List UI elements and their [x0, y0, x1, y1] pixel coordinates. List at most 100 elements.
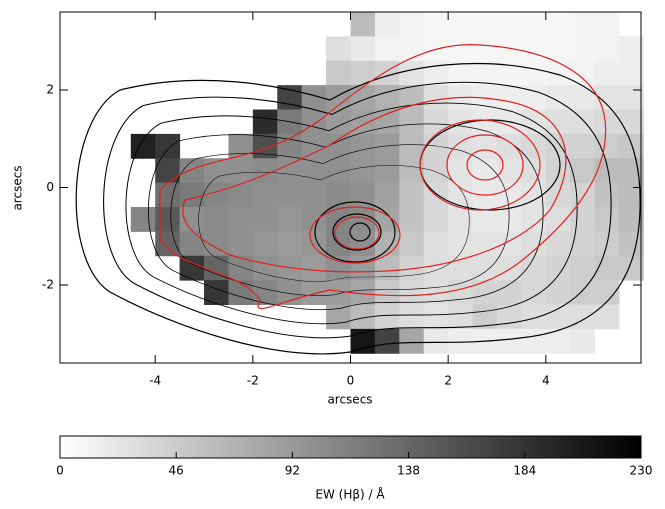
heatmap-cell [545, 60, 571, 86]
heatmap-cell [472, 36, 498, 62]
contour [314, 201, 396, 263]
heatmap-cell [179, 231, 205, 257]
x-tick-label: 4 [542, 374, 550, 388]
heatmap-cell [521, 60, 547, 86]
contour-red [182, 96, 567, 273]
contour-red [466, 149, 504, 181]
heatmap-cell [521, 36, 547, 62]
heatmap-cell [496, 207, 522, 232]
x-axis-label: arcsecs [327, 393, 372, 407]
y-tick-label: 0 [46, 180, 54, 194]
heatmap-cell [301, 207, 327, 232]
heatmap-cell [423, 207, 449, 232]
heatmap-cell [472, 109, 498, 135]
heatmap-cell [350, 231, 376, 257]
contour [148, 123, 544, 311]
heatmap-cell [179, 255, 205, 281]
heatmap-cell [496, 304, 522, 330]
heatmap-cell [155, 231, 181, 257]
heatmap-cell [448, 280, 474, 305]
x-tick-label: 2 [444, 374, 452, 388]
x-tick-label: -2 [247, 374, 259, 388]
heatmap-cell [570, 182, 596, 208]
heatmap-cell [594, 60, 620, 86]
heatmap-cell [252, 255, 278, 281]
heatmap-cell [619, 158, 644, 184]
heatmap-cell [277, 231, 303, 257]
heatmap-cell [155, 207, 181, 232]
contour-red [309, 206, 401, 264]
heatmap-cell [423, 12, 449, 37]
heatmap-cell [423, 328, 449, 354]
heatmap-cell [594, 133, 620, 159]
heatmap-cell [301, 182, 327, 208]
contour-red [446, 134, 524, 196]
heatmap-cell [301, 158, 327, 184]
heatmap-cell [155, 158, 181, 184]
heatmap-cell [570, 85, 596, 110]
colorbar-tick-label: 0 [56, 464, 64, 478]
heatmap-cell [594, 158, 620, 184]
heatmap-cell [619, 36, 644, 62]
heatmap-cell [301, 280, 327, 305]
heatmap-cell [399, 304, 425, 330]
heatmap-cell [448, 231, 474, 257]
heatmap-cell [570, 158, 596, 184]
colorbar [59, 435, 642, 459]
heatmap-cell [570, 280, 596, 305]
heatmap-cell [423, 231, 449, 257]
x-tick-label: 0 [347, 374, 355, 388]
heatmap-cell [496, 255, 522, 281]
heatmap-cell [399, 231, 425, 257]
contours [75, 44, 641, 355]
heatmap-cell [423, 255, 449, 281]
heatmap-cell [545, 255, 571, 281]
heatmap-cell [399, 133, 425, 159]
heatmap-cell [594, 304, 620, 330]
heatmap-cell [399, 60, 425, 86]
heatmap-cell [228, 158, 254, 184]
heatmap-cell [570, 231, 596, 257]
heatmap-cell [521, 304, 547, 330]
heatmap-cell [521, 328, 547, 354]
heatmap-cell [496, 328, 522, 354]
heatmap-cell [545, 280, 571, 305]
heatmap-cell [374, 328, 400, 354]
heatmap-cell [228, 231, 254, 257]
heatmap-cell [570, 255, 596, 281]
heatmap-cell [228, 133, 254, 159]
heatmap-cell [350, 182, 376, 208]
heatmap-cell [374, 280, 400, 305]
heatmap-cell [496, 85, 522, 110]
heatmap-cell [570, 12, 596, 37]
heatmap-cell [179, 158, 205, 184]
heatmap-cell [326, 182, 351, 208]
heatmap-cell [448, 12, 474, 37]
heatmap-cell [350, 133, 376, 159]
heatmap-cell [472, 60, 498, 86]
y-axis-label: arcsecs [11, 165, 25, 210]
heatmap-cell [301, 231, 327, 257]
heatmap-cell [472, 255, 498, 281]
heatmap-cell [374, 12, 400, 37]
heatmap-cell [619, 85, 644, 110]
heatmap-cell [545, 231, 571, 257]
colorbar-tick-label: 184 [513, 464, 536, 478]
heatmap-cell [277, 182, 303, 208]
heatmap-cell [521, 158, 547, 184]
heatmap-cell [423, 158, 449, 184]
heatmap-cell [594, 182, 620, 208]
heatmap-cell [545, 12, 571, 37]
heatmap-cell [277, 158, 303, 184]
heatmap-cell [570, 304, 596, 330]
heatmap-cell [545, 158, 571, 184]
contour-red [334, 216, 380, 250]
heatmap-cell [472, 12, 498, 37]
y-tick-label: -2 [42, 278, 54, 292]
heatmap-cell [374, 36, 400, 62]
heatmap-cell [472, 280, 498, 305]
heatmap-cell [204, 255, 229, 281]
heatmap-cell [204, 207, 229, 232]
heatmap-cell [326, 36, 351, 62]
